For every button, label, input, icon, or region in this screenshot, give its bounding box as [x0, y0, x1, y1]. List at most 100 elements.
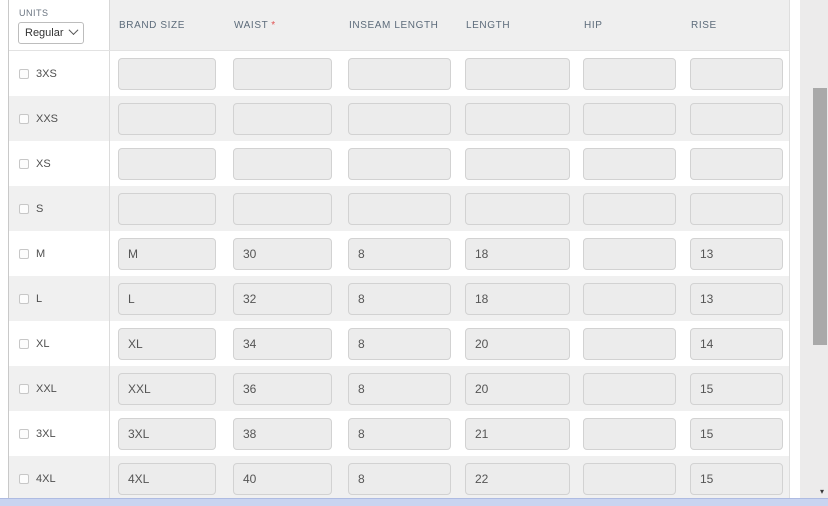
input-brand-size[interactable]: [118, 462, 216, 495]
cell-hip: [575, 366, 682, 411]
row-checkbox[interactable]: [19, 158, 29, 169]
input-brand-size[interactable]: [118, 237, 216, 270]
input-brand-size[interactable]: [118, 147, 216, 180]
row-checkbox[interactable]: [19, 473, 29, 484]
input-rise[interactable]: [690, 462, 783, 495]
input-brand-size[interactable]: [118, 57, 216, 90]
scroll-down-arrow-icon[interactable]: ▾: [819, 487, 824, 496]
input-inseam-length[interactable]: [348, 327, 451, 360]
input-waist[interactable]: [233, 237, 332, 270]
cell-brand-size: [110, 186, 225, 231]
units-select[interactable]: Regular: [18, 22, 84, 44]
input-rise[interactable]: [690, 237, 783, 270]
input-waist[interactable]: [233, 327, 332, 360]
input-waist[interactable]: [233, 417, 332, 450]
input-hip[interactable]: [583, 57, 676, 90]
row-checkbox[interactable]: [19, 428, 29, 439]
input-length[interactable]: [465, 237, 570, 270]
column-header-length: LENGTH: [466, 19, 511, 31]
row-checkbox[interactable]: [19, 293, 29, 304]
cell-rise: [682, 231, 783, 276]
input-hip[interactable]: [583, 462, 676, 495]
cell-hip: [575, 186, 682, 231]
row-checkbox[interactable]: [19, 113, 29, 124]
input-length[interactable]: [465, 417, 570, 450]
input-inseam-length[interactable]: [348, 372, 451, 405]
input-inseam-length[interactable]: [348, 57, 451, 90]
input-rise[interactable]: [690, 192, 783, 225]
input-waist[interactable]: [233, 102, 332, 135]
row-checkbox[interactable]: [19, 203, 29, 214]
cell-waist: [225, 411, 340, 456]
input-rise[interactable]: [690, 417, 783, 450]
input-hip[interactable]: [583, 147, 676, 180]
input-rise[interactable]: [690, 327, 783, 360]
size-label: 3XS: [36, 67, 57, 80]
horizontal-scrollbar[interactable]: [0, 498, 828, 506]
input-inseam-length[interactable]: [348, 417, 451, 450]
input-inseam-length[interactable]: [348, 192, 451, 225]
cell-hip: [575, 96, 682, 141]
input-hip[interactable]: [583, 372, 676, 405]
input-inseam-length[interactable]: [348, 237, 451, 270]
input-brand-size[interactable]: [118, 372, 216, 405]
row-checkbox[interactable]: [19, 383, 29, 394]
input-inseam-length[interactable]: [348, 102, 451, 135]
input-rise[interactable]: [690, 372, 783, 405]
input-brand-size[interactable]: [118, 417, 216, 450]
cell-inseam-length: [340, 321, 457, 366]
size-row-3xs: 3XS: [9, 51, 789, 96]
cell-waist: [225, 366, 340, 411]
input-rise[interactable]: [690, 102, 783, 135]
input-inseam-length[interactable]: [348, 462, 451, 495]
cell-brand-size: [110, 51, 225, 96]
input-hip[interactable]: [583, 327, 676, 360]
row-checkbox[interactable]: [19, 338, 29, 349]
input-hip[interactable]: [583, 237, 676, 270]
input-rise[interactable]: [690, 147, 783, 180]
input-hip[interactable]: [583, 192, 676, 225]
cell-inseam-length: [340, 231, 457, 276]
input-brand-size[interactable]: [118, 282, 216, 315]
input-brand-size[interactable]: [118, 192, 216, 225]
input-hip[interactable]: [583, 282, 676, 315]
cell-hip: [575, 231, 682, 276]
input-length[interactable]: [465, 462, 570, 495]
cell-waist: [225, 231, 340, 276]
input-length[interactable]: [465, 282, 570, 315]
input-length[interactable]: [465, 192, 570, 225]
input-inseam-length[interactable]: [348, 282, 451, 315]
column-header-inseam-length: INSEAM LENGTH: [349, 19, 439, 31]
input-hip[interactable]: [583, 102, 676, 135]
header-row: UNITS Regular BRAND SIZE WAIST * INSEAM …: [9, 0, 789, 51]
cell-length: [457, 366, 575, 411]
input-rise[interactable]: [690, 57, 783, 90]
input-brand-size[interactable]: [118, 327, 216, 360]
input-waist[interactable]: [233, 147, 332, 180]
input-hip[interactable]: [583, 417, 676, 450]
input-length[interactable]: [465, 147, 570, 180]
input-waist[interactable]: [233, 282, 332, 315]
vertical-scrollbar-thumb[interactable]: [813, 88, 827, 345]
input-length[interactable]: [465, 372, 570, 405]
row-checkbox[interactable]: [19, 68, 29, 79]
input-length[interactable]: [465, 102, 570, 135]
input-waist[interactable]: [233, 57, 332, 90]
input-inseam-length[interactable]: [348, 147, 451, 180]
cell-length: [457, 141, 575, 186]
units-label: UNITS: [19, 8, 49, 18]
vertical-scrollbar[interactable]: ▾: [800, 0, 828, 498]
input-waist[interactable]: [233, 372, 332, 405]
cell-hip: [575, 141, 682, 186]
units-cell: UNITS Regular: [9, 0, 110, 50]
input-length[interactable]: [465, 327, 570, 360]
cell-length: [457, 321, 575, 366]
input-waist[interactable]: [233, 192, 332, 225]
input-brand-size[interactable]: [118, 102, 216, 135]
cell-inseam-length: [340, 411, 457, 456]
input-rise[interactable]: [690, 282, 783, 315]
row-checkbox[interactable]: [19, 248, 29, 259]
input-waist[interactable]: [233, 462, 332, 495]
cell-brand-size: [110, 321, 225, 366]
input-length[interactable]: [465, 57, 570, 90]
